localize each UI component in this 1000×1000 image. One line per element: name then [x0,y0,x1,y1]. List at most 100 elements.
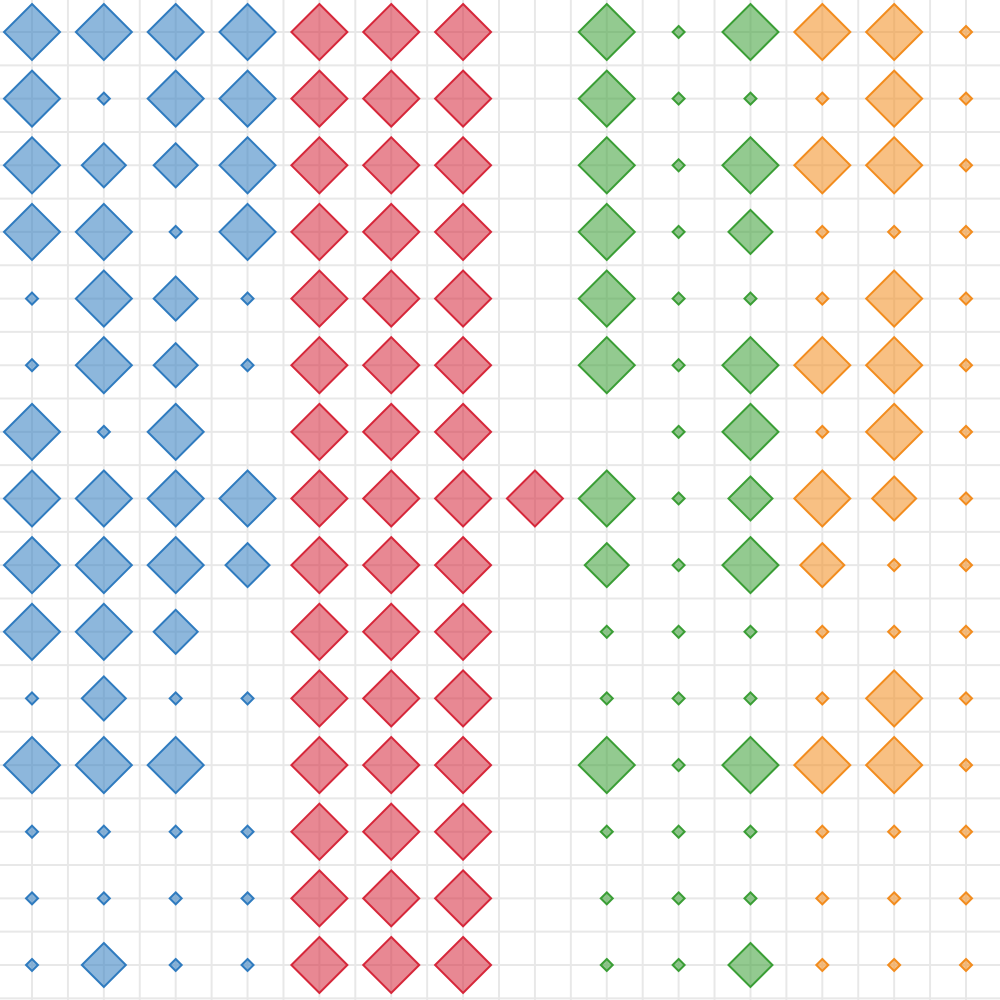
diamond [671,424,687,440]
diamond [721,535,780,595]
diamond [146,735,206,795]
diamond [361,602,421,662]
diamond [958,824,974,840]
diamond [289,535,349,595]
diamond [814,91,830,107]
diamond [671,557,687,573]
diamond [814,224,830,240]
diamond [2,2,62,62]
diamond [599,691,615,706]
diamond [599,890,615,906]
diamond [361,669,421,728]
diamond [361,469,421,528]
diamond [74,469,134,528]
diamond [958,491,974,506]
diamond [146,469,206,528]
diamond [864,402,924,462]
diamond [240,824,255,840]
diamond [671,624,687,640]
diamond [814,291,830,306]
diamond [168,957,184,973]
diamond [361,2,421,62]
diamond [74,735,134,795]
diamond [577,469,637,528]
diamond [577,202,637,262]
diamond [24,824,40,840]
diamond [289,402,349,462]
diamond [599,824,615,840]
diamond [218,469,277,528]
diamond [958,624,974,640]
diamond [433,135,493,195]
diamond [289,735,349,795]
diamond [870,475,918,522]
diamond [152,141,200,189]
diamond [727,208,774,256]
diamond [433,469,493,528]
diamond [361,535,421,595]
diamond [671,491,687,506]
diamond [152,275,200,322]
diamond [289,269,349,328]
diamond [218,135,277,195]
diamond [886,890,902,906]
diamond [671,824,687,840]
diamond [2,602,62,662]
diamond [433,735,493,795]
diamond [289,469,349,528]
diamond [864,735,924,795]
diamond [2,135,62,195]
diamond [721,135,780,195]
diamond [218,202,277,262]
diamond [433,669,493,728]
diamond [743,291,758,306]
diamond [577,269,637,328]
diamond [792,2,852,62]
diamond [721,735,780,795]
diamond [433,69,493,129]
diamond [74,2,134,62]
diamond [361,402,421,462]
diamond [74,269,134,328]
diamond [80,675,128,722]
diamond [743,890,758,906]
diamond [96,824,112,840]
diamond [886,824,902,840]
diamond [792,135,852,195]
diamond [152,608,200,656]
diamond [671,757,687,773]
diamond [433,935,493,995]
diamond [814,624,830,640]
diamond [727,475,774,522]
diamond [958,957,974,973]
diamond [96,91,112,107]
diamond [2,402,62,462]
diamond [671,890,687,906]
diamond [2,202,62,262]
diamond [505,469,565,528]
diamond [577,335,637,395]
diamond [168,224,184,240]
diamond [361,69,421,129]
diamond [671,957,687,973]
diamond [743,824,758,840]
diamond [96,890,112,906]
diamond [864,669,924,728]
diamond [80,941,128,989]
diamond [24,691,40,706]
diamond [289,135,349,195]
diamond [583,541,631,589]
diamond [96,424,112,440]
diamond [433,402,493,462]
diamond [289,2,349,62]
diamond [218,69,277,129]
diamond [2,535,62,595]
diamond [671,24,687,40]
diamond [146,69,206,129]
diamond [743,624,758,640]
diamond [599,624,615,640]
diamond [74,535,134,595]
diamond [958,890,974,906]
diamond [2,735,62,795]
